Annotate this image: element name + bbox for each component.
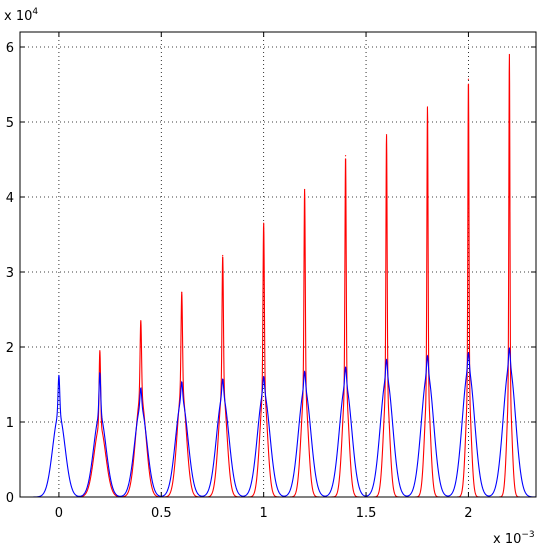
peak-point — [385, 134, 388, 136]
y-tick-label: 6 — [6, 41, 14, 56]
peak-point — [508, 347, 510, 350]
series-line — [20, 346, 536, 497]
y-multiplier-label: x 104 — [4, 7, 38, 24]
y-tick-label: 4 — [6, 191, 14, 206]
peak-point — [263, 222, 265, 224]
peak-point — [140, 320, 142, 322]
peak-point — [426, 355, 429, 357]
plot-frame — [19, 31, 537, 498]
y-tick-label: 3 — [6, 266, 14, 281]
x-tick-label: 0.5 — [151, 506, 172, 521]
y-tick-label: 0 — [6, 491, 14, 506]
peak-point — [58, 374, 60, 377]
x-tick-label: 1 — [260, 506, 268, 521]
y-tick-label: 1 — [6, 416, 14, 431]
peak-point — [99, 372, 101, 374]
axis-tick-labels: 0 0.5 1 1.5 2 0 1 2 3 4 5 6 — [6, 41, 473, 521]
peak-point — [304, 371, 306, 373]
y-tick-label: 5 — [6, 116, 14, 131]
x-multiplier-label: x 10−3 — [493, 530, 535, 547]
peak-point — [426, 106, 429, 108]
peak-point — [344, 366, 347, 368]
peak-point — [222, 378, 224, 380]
peak-point — [385, 359, 388, 361]
peak-point — [222, 254, 224, 257]
peak-point — [467, 352, 470, 354]
axis-ticks — [20, 32, 536, 498]
peak-point — [467, 78, 470, 80]
plot-background — [20, 32, 536, 497]
peak-point — [508, 53, 510, 56]
peak-point — [99, 350, 101, 352]
peak-point — [181, 291, 183, 293]
peak-point — [140, 387, 142, 389]
peak-point — [263, 376, 265, 378]
peak-point — [181, 381, 183, 383]
peak-point — [344, 155, 347, 157]
series-blue — [20, 346, 536, 497]
x-tick-label: 0 — [55, 506, 63, 521]
peak-point — [304, 188, 306, 191]
x-tick-label: 2 — [464, 506, 472, 521]
y-tick-label: 2 — [6, 341, 14, 356]
x-tick-label: 1.5 — [356, 506, 377, 521]
